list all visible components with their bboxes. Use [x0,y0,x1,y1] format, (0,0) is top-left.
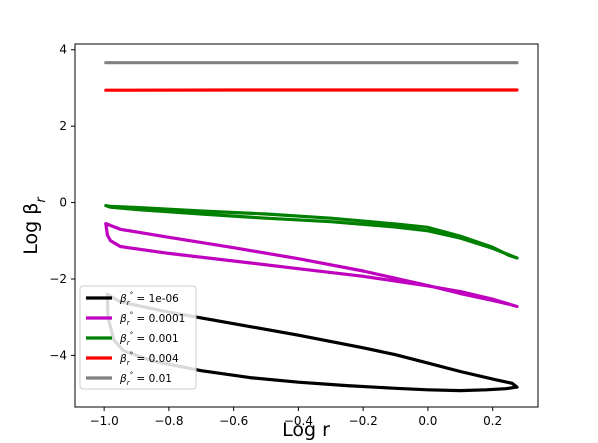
x-tick-label: −0.6 [219,414,248,428]
x-axis-ticks: −1.0 −0.8 −0.6 −0.4 −0.2 0.0 0.2 [90,407,502,428]
y-tick-label: 0 [59,196,67,210]
y-tick-label: −4 [49,348,67,362]
legend-label: βr° = 0.0001 [119,311,185,327]
series-line-2 [104,204,519,260]
y-tick-label: −2 [49,272,67,286]
legend-label: βr° = 0.01 [119,371,172,387]
x-tick-label: −0.2 [349,414,378,428]
series-layer [104,61,519,393]
y-tick-label: 2 [59,119,67,133]
legend-label: βr° = 0.004 [119,351,179,367]
legend: βr° = 1e-06 βr° = 0.0001 βr° = 0.001 βr° = … [79,285,197,390]
legend-box [79,285,197,390]
legend-label: βr° = 0.001 [119,331,179,347]
x-tick-label: −0.4 [284,414,313,428]
y-axis-label: Log βr [20,196,49,255]
series-line-1 [104,222,519,309]
x-tick-label: −1.0 [90,414,119,428]
x-tick-label: 0.0 [418,414,437,428]
x-tick-label: −0.8 [154,414,183,428]
plot-frame [74,43,539,408]
legend-label: βr° = 1e-06 [119,291,179,307]
y-axis-ticks: −4 −2 0 2 4 [49,43,75,362]
x-axis-label: Log r [282,419,330,441]
y-tick-label: 4 [59,43,67,57]
x-tick-label: 0.2 [483,414,502,428]
